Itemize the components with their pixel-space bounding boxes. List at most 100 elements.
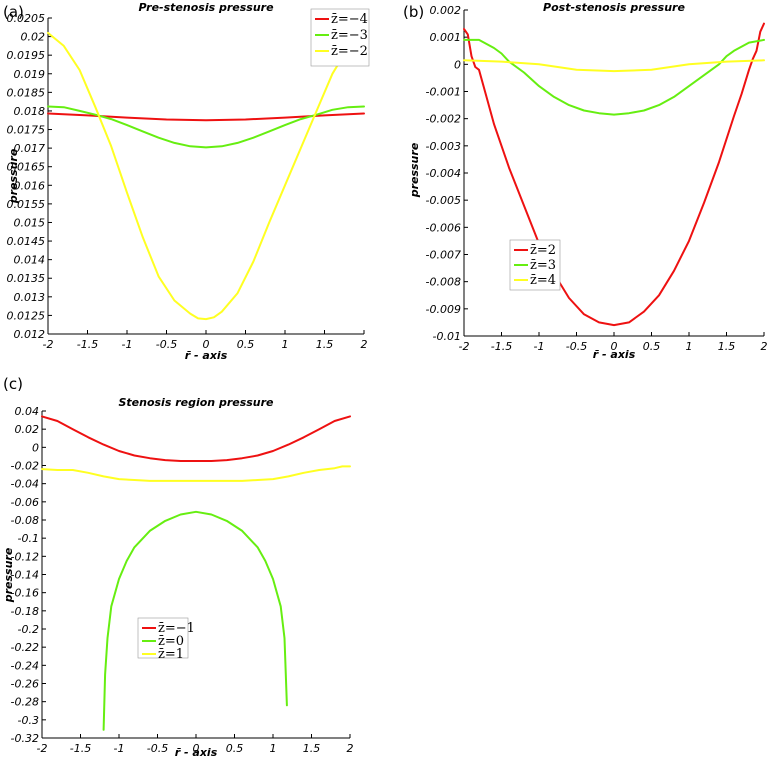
y-tick-label: -0.32 (11, 732, 39, 745)
y-tick-label: 0.04 (15, 405, 40, 418)
y-tick-label: -0.006 (426, 221, 461, 234)
x-tick-label: -1 (122, 338, 133, 351)
legend: z̄=2z̄=3z̄=4 (509, 239, 561, 291)
y-tick-label: -0.28 (11, 696, 39, 709)
y-tick-label: 0.001 (430, 31, 462, 44)
x-tick-label: -2 (43, 338, 54, 351)
x-tick-label: -1.5 (77, 338, 98, 351)
legend: z̄=−4z̄=−3z̄=−2 (310, 8, 370, 67)
y-tick-label: -0.08 (11, 514, 39, 527)
x-tick-label: 0 (193, 742, 200, 755)
y-tick-label: 0 (32, 441, 39, 454)
y-tick-label: -0.12 (11, 550, 39, 563)
series-line-1 (41, 415, 351, 462)
x-tick-label: 0.5 (643, 340, 661, 353)
legend: z̄=−1z̄=0z̄=1 (137, 617, 195, 662)
y-tick-label: 0.019 (14, 68, 46, 81)
x-tick-label: 1 (686, 340, 693, 353)
y-tick-label: -0.14 (11, 569, 39, 582)
y-tick-label: 0.0145 (7, 235, 46, 248)
x-tick-label: -2 (37, 742, 48, 755)
series-line-3 (41, 465, 351, 482)
y-tick-label: 0.015 (14, 216, 46, 229)
x-tick-label: -1.5 (70, 742, 91, 755)
x-tick-label: 1.5 (316, 338, 334, 351)
x-tick-label: -2 (459, 340, 470, 353)
y-tick-label: -0.22 (11, 641, 39, 654)
y-tick-label: 0.0205 (7, 12, 46, 25)
y-tick-label: 0.013 (14, 291, 46, 304)
y-axis-label: pressure (2, 547, 15, 603)
y-tick-label: -0.26 (11, 678, 39, 691)
y-tick-label: 0.012 (14, 328, 46, 341)
y-tick-label: 0.0185 (7, 86, 46, 99)
legend-entry: z̄=1 (158, 647, 184, 662)
y-tick-label: 0.0125 (7, 309, 46, 322)
y-tick-label: 0.0195 (7, 49, 46, 62)
x-tick-label: -1 (114, 742, 125, 755)
y-tick-label: -0.001 (426, 86, 461, 99)
x-tick-label: 2 (347, 742, 354, 755)
y-tick-label: -0.005 (426, 194, 461, 207)
y-tick-label: 0.02 (21, 31, 46, 44)
x-axis-label: r̄ - axis (185, 349, 228, 362)
legend-entry: z̄=4 (530, 273, 556, 288)
y-tick-label: -0.16 (11, 587, 39, 600)
y-tick-label: -0.009 (426, 303, 461, 316)
y-tick-label: -0.04 (11, 478, 39, 491)
x-tick-label: 2 (761, 340, 768, 353)
y-tick-label: 0.0175 (7, 124, 46, 137)
legend-entry: z̄=−2 (331, 44, 368, 59)
legend-entry: z̄=−3 (331, 28, 368, 43)
series-line-3 (463, 59, 765, 73)
x-tick-label: 1.5 (303, 742, 321, 755)
y-tick-label: -0.06 (11, 496, 39, 509)
legend-entry: z̄=2 (530, 243, 556, 258)
legend-entry: z̄=0 (158, 634, 184, 649)
x-tick-label: 2 (361, 338, 368, 351)
x-tick-label: 1 (282, 338, 289, 351)
x-axis-label: r̄ - axis (175, 746, 218, 759)
y-tick-label: -0.2 (18, 623, 39, 636)
x-tick-label: -1 (534, 340, 545, 353)
y-axis-label: pressure (7, 148, 20, 204)
chart-title: Stenosis region pressure (118, 396, 274, 409)
chart-panel-2: (b) Post-stenosis pressure 0.002 0.001 0 -0.0… (403, 1, 768, 361)
x-tick-label: -0.5 (147, 742, 168, 755)
y-tick-label: 0.017 (14, 142, 46, 155)
y-tick-label: 0.0135 (7, 272, 46, 285)
legend-entry: z̄=−4 (331, 12, 368, 27)
y-tick-label: -0.004 (426, 167, 461, 180)
y-tick-label: -0.003 (426, 140, 461, 153)
chart-panel-1: (a) Pre-stenosis pressure 0.0205 0.02 0.0195… (3, 1, 370, 362)
y-tick-label: -0.3 (18, 714, 39, 727)
x-tick-label: -1.5 (491, 340, 512, 353)
y-tick-label: 0.02 (15, 423, 40, 436)
x-tick-label: 0.5 (237, 338, 255, 351)
panel-label: (b) (403, 3, 424, 21)
y-tick-label: -0.01 (433, 330, 461, 343)
y-tick-label: -0.002 (426, 113, 461, 126)
x-tick-label: -0.5 (566, 340, 587, 353)
chart-panel-3: (c) Stenosis region pressure 0.04 0.02 0 -0.0… (2, 375, 354, 759)
x-tick-label: 1.5 (718, 340, 736, 353)
y-tick-label: -0.008 (426, 276, 461, 289)
series-line-3 (47, 31, 365, 321)
panel-label: (a) (3, 3, 24, 21)
y-tick-label: 0.018 (14, 105, 46, 118)
y-tick-label: 0.002 (430, 4, 462, 17)
x-tick-label: 0 (203, 338, 210, 351)
y-tick-label: -0.24 (11, 659, 39, 672)
y-tick-label: -0.1 (18, 532, 39, 545)
y-tick-label: -0.007 (426, 249, 461, 262)
legend-entry: z̄=−1 (158, 621, 195, 636)
legend-box (137, 617, 189, 659)
x-axis-label: r̄ - axis (593, 348, 636, 361)
series-line-1 (463, 22, 765, 327)
y-tick-label: 0.016 (14, 179, 46, 192)
y-tick-label: 0.0165 (7, 161, 46, 174)
y-tick-label: 0.014 (14, 254, 46, 267)
series-line-2 (47, 105, 365, 149)
legend-entry: z̄=3 (530, 258, 556, 273)
